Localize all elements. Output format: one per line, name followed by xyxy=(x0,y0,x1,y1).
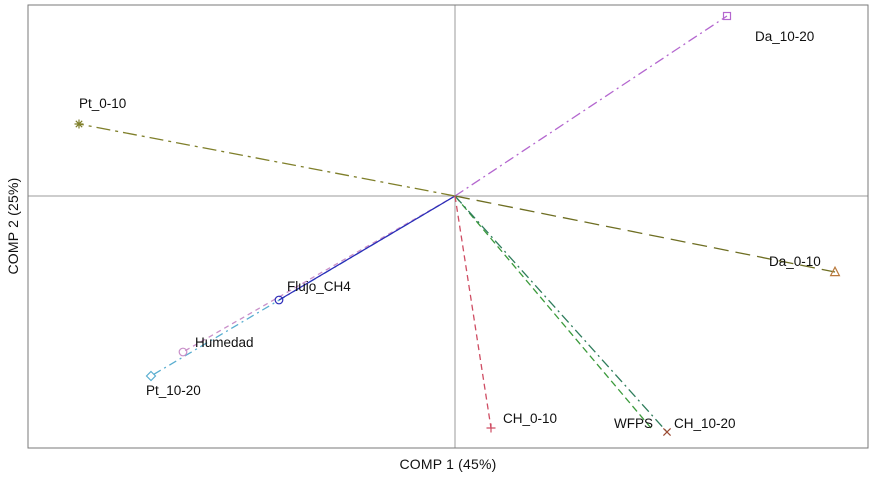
vector-flujo-ch4-marker xyxy=(274,295,284,305)
vector-humedad xyxy=(182,195,456,353)
vector-da-0-10-marker xyxy=(829,265,841,277)
vector-ch-10-20 xyxy=(454,195,668,433)
vector-ch-0-10 xyxy=(454,195,492,429)
vector-label-wfps: WFPS xyxy=(614,416,653,431)
vector-pt-0-10 xyxy=(78,123,456,197)
vector-label-ch-0-10: CH_0-10 xyxy=(503,411,557,426)
vector-wfps xyxy=(454,195,652,429)
y-axis-title: COMP 2 (25%) xyxy=(5,177,21,275)
vector-pt-0-10-marker xyxy=(74,119,84,129)
vector-humedad-marker xyxy=(178,347,188,357)
x-axis-title: COMP 1 (45%) xyxy=(399,456,497,472)
vector-label-da-0-10: Da_0-10 xyxy=(769,254,821,269)
vector-da-0-10 xyxy=(454,195,836,273)
vector-da-10-20 xyxy=(454,15,728,197)
plot-border xyxy=(27,4,869,449)
vector-label-humedad: Humedad xyxy=(195,335,254,350)
vector-label-da-10-20: Da_10-20 xyxy=(755,29,814,44)
vector-flujo-ch4 xyxy=(278,195,456,301)
vector-label-pt-10-20: Pt_10-20 xyxy=(146,383,201,398)
vector-label-pt-0-10: Pt_0-10 xyxy=(79,96,126,111)
vector-ch-0-10-marker xyxy=(486,423,496,433)
vector-da-10-20-marker xyxy=(722,11,732,21)
vector-pt-10-20-marker xyxy=(145,370,157,382)
vector-label-ch-10-20: CH_10-20 xyxy=(674,416,736,431)
vector-ch-10-20-marker xyxy=(662,427,672,437)
vector-label-flujo-ch4: Flujo_CH4 xyxy=(287,279,351,294)
